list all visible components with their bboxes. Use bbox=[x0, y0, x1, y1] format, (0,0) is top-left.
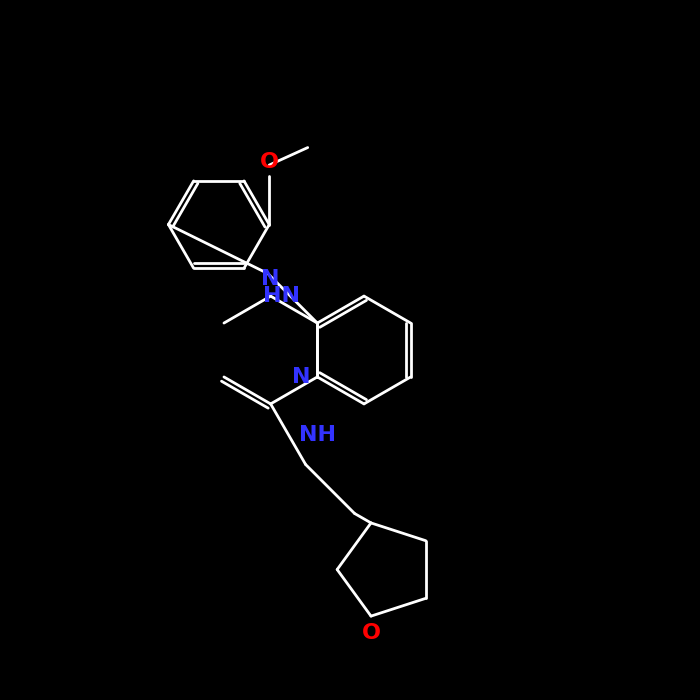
Text: N: N bbox=[292, 367, 310, 387]
Text: HN: HN bbox=[262, 286, 300, 305]
Text: N: N bbox=[261, 269, 280, 289]
Text: O: O bbox=[361, 623, 381, 643]
Text: NH: NH bbox=[299, 425, 335, 445]
Text: O: O bbox=[260, 152, 279, 172]
